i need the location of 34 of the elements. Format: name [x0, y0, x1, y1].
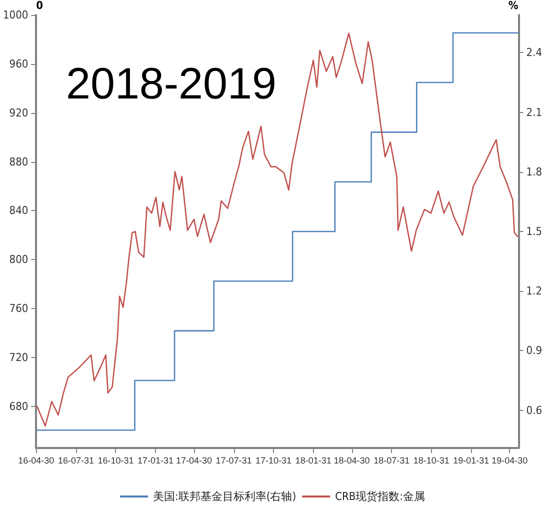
- y-tick-label: 680: [9, 400, 28, 413]
- annotation: 2018-2019: [66, 60, 276, 108]
- y2-axis-title: %: [508, 0, 518, 12]
- x-tick-label: 17-10-31: [256, 456, 292, 466]
- x-tick-label: 16-04-30: [18, 456, 54, 466]
- y-tick-label: 840: [9, 204, 28, 218]
- x-tick-label: 16-10-31: [98, 456, 134, 466]
- y-axis-title: 0: [36, 0, 44, 12]
- y-tick-label: 720: [9, 350, 28, 364]
- x-tick-label: 17-04-30: [176, 456, 212, 466]
- x-tick-label: 18-07-31: [374, 456, 410, 466]
- x-tick-label: 17-01-31: [137, 456, 174, 466]
- x-tick-label: 18-04-30: [334, 456, 370, 466]
- y2-tick-label: 0.6: [526, 404, 542, 417]
- y2-tick-label: 0.9: [526, 344, 542, 358]
- y2-tick-label: 1.2: [526, 284, 542, 298]
- legend-label: CRB现货指数:金属: [335, 490, 425, 503]
- y2-tick-label: 1.5: [526, 225, 542, 238]
- x-tick-label: 16-07-31: [58, 456, 94, 466]
- y-tick-label: 800: [9, 253, 28, 266]
- x-tick-label: 18-01-31: [295, 456, 332, 466]
- legend-label: 美国:联邦基金目标利率(右轴): [153, 490, 296, 503]
- y-tick-label: 920: [9, 106, 28, 120]
- y-tick-label: 880: [9, 155, 28, 168]
- x-tick-label: 19-04-30: [492, 456, 528, 466]
- y-tick-label: 1000: [2, 8, 28, 22]
- x-tick-label: 17-07-31: [216, 456, 252, 466]
- y2-tick-label: 2.4: [526, 46, 542, 60]
- x-tick-label: 18-10-31: [413, 456, 450, 466]
- y-tick-label: 960: [9, 57, 28, 70]
- y2-tick-label: 2.1: [526, 106, 542, 119]
- y2-tick-label: 1.8: [526, 165, 542, 178]
- x-tick-label: 19-01-31: [453, 456, 490, 466]
- y-tick-label: 760: [9, 302, 28, 316]
